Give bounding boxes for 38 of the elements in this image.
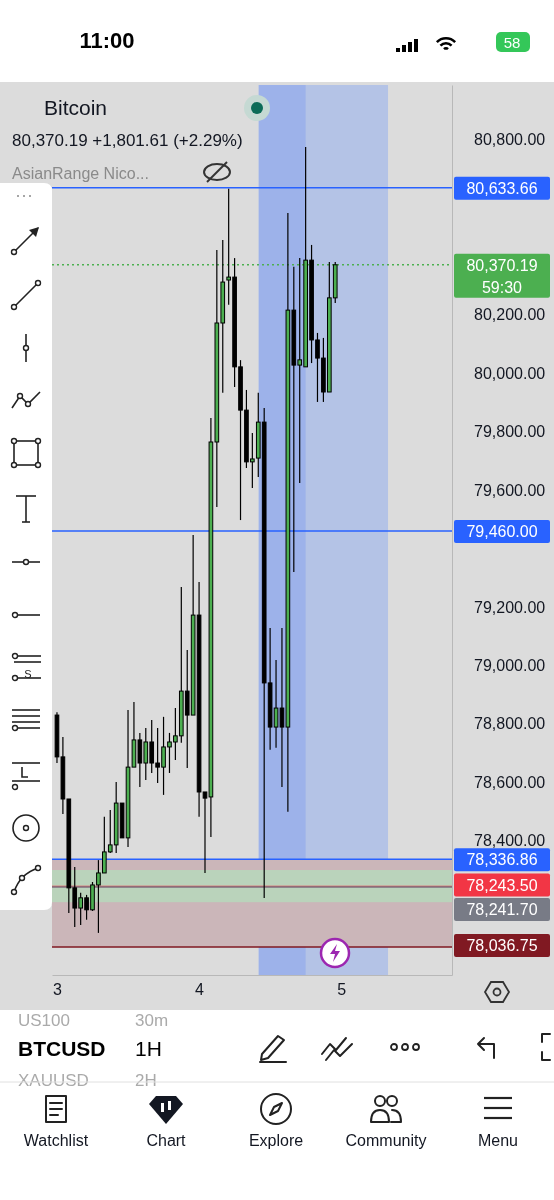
text: 58	[503, 34, 521, 51]
y-tick-label: 78,600.00	[474, 773, 546, 791]
x-tick-label: 4	[195, 981, 205, 999]
text: XAUUSD	[18, 1071, 89, 1090]
annotation: AsianRange Nico...	[12, 165, 149, 182]
text: Explore	[248, 1132, 304, 1149]
y-tick-label: 79,000.00	[474, 656, 546, 674]
text: 80,370.19 +1,801.61 (+2.29%)	[12, 131, 243, 150]
ref-line-label: 78,036.75	[466, 937, 538, 954]
y-tick-label: 79,200.00	[474, 598, 546, 616]
text: 59:30	[481, 278, 523, 296]
text: Chart	[146, 1132, 187, 1149]
y-tick-label: 80,200.00	[474, 306, 546, 324]
ref-line-label: 79,460.00	[466, 522, 538, 540]
text: 11:00	[79, 28, 135, 53]
y-tick-label: 79,800.00	[474, 423, 546, 441]
text: BTCUSD	[18, 1037, 106, 1060]
text: 1H	[135, 1037, 162, 1060]
x-tick-label: 3	[53, 981, 63, 999]
ref-line-label: 80,633.66	[466, 179, 538, 197]
x-tick-label: 5	[337, 981, 347, 999]
text: Menu	[477, 1132, 519, 1149]
ref-line-label: 78,243.50	[466, 876, 538, 894]
y-tick-label: 78,800.00	[474, 715, 546, 733]
ref-line-label: 78,336.86	[466, 851, 538, 869]
text: US100	[18, 1011, 70, 1030]
y-tick-label: 80,800.00	[474, 130, 546, 148]
y-tick-label: 80,000.00	[474, 364, 546, 382]
ref-line-label: 80,370.19	[466, 256, 538, 274]
text: Bitcoin	[44, 96, 108, 119]
text: 30m	[135, 1011, 169, 1030]
y-tick-label: 79,600.00	[474, 481, 546, 499]
text: S	[24, 668, 32, 680]
ref-line-label: 78,241.70	[466, 901, 538, 919]
text: Community	[345, 1132, 427, 1149]
text: 2H	[135, 1071, 157, 1090]
y-tick-label: 78,400.00	[474, 832, 546, 850]
text: Watchlist	[23, 1132, 89, 1149]
